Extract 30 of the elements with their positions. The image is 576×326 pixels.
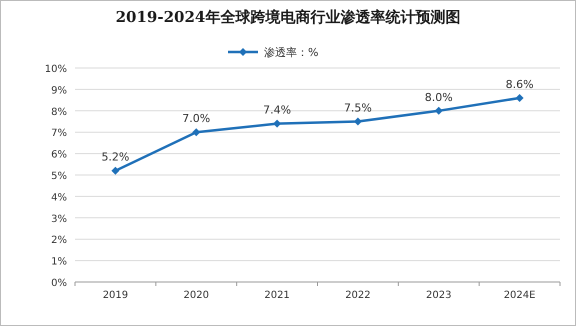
y-tick-label: 2% [51, 235, 67, 246]
y-tick-label: 0% [51, 278, 67, 289]
point [516, 94, 524, 102]
data-label: 7.4% [263, 104, 292, 117]
point [434, 106, 443, 115]
data-label: 7.5% [344, 102, 372, 114]
point [273, 120, 282, 128]
x-tick-label: 2023 [426, 290, 452, 301]
data-label: 7.0% [182, 112, 210, 126]
legend-label: 渗透率：% [264, 46, 318, 59]
chart-title: 2019-2024年全球跨境电商行业渗透率统计预测图 [116, 8, 460, 26]
y-tick-label: 9% [51, 85, 67, 96]
data-label: 5.2% [101, 150, 130, 164]
y-tick-label: 3% [51, 214, 67, 225]
y-tick-label: 4% [51, 192, 67, 204]
y-tick-label: 8% [51, 106, 67, 118]
data-label: 8.6% [506, 78, 534, 91]
x-tick-label: 2021 [264, 290, 290, 301]
y-tick-label: 5% [51, 171, 67, 182]
y-tick-label: 7% [51, 128, 67, 140]
x-tick-label: 2020 [184, 290, 209, 301]
y-tick-label: 1% [51, 256, 67, 268]
x-tick-label: 2022 [345, 290, 371, 301]
x-tick-label: 2024E [504, 290, 536, 301]
point [111, 166, 120, 175]
point [192, 128, 200, 136]
y-tick-label: 10% [44, 64, 67, 75]
y-tick-label: 6% [51, 150, 67, 161]
x-tick-label: 2019 [102, 290, 128, 301]
data-label: 8.0% [424, 90, 453, 104]
